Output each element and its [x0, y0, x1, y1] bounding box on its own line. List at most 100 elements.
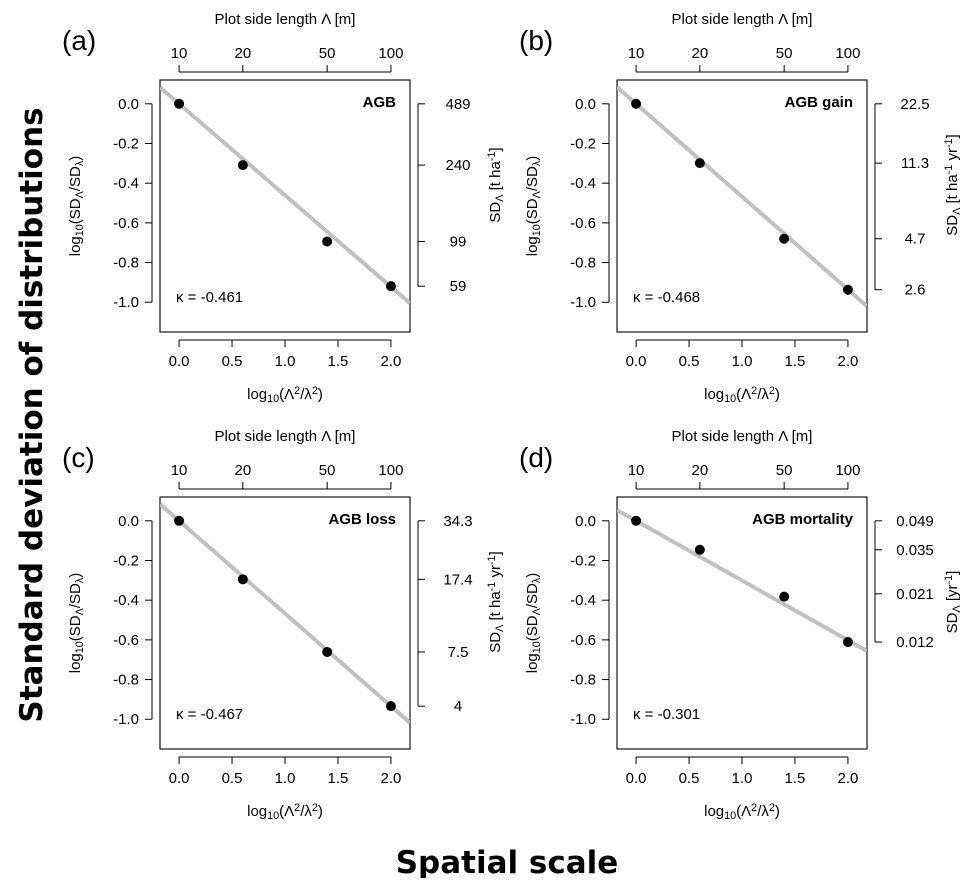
x-tick-label: 0.5 — [222, 770, 243, 787]
x-tick-label: 0.5 — [222, 353, 243, 370]
top-axis-label: Plot side length Λ [m] — [672, 428, 813, 445]
y-tick-label: -1.0 — [113, 711, 139, 728]
kappa-label: κ = -0.461 — [176, 289, 243, 306]
plot-frame — [159, 79, 411, 333]
y-axis-label: log10(SDΛ/SDλ) — [67, 156, 86, 257]
top-tick-label: 50 — [776, 462, 793, 479]
data-point — [237, 160, 248, 171]
y-tick-label: -0.4 — [113, 175, 139, 192]
y-tick-label: -0.4 — [570, 175, 596, 192]
top-tick-label: 20 — [692, 462, 709, 479]
kappa-label: κ = -0.467 — [176, 706, 243, 723]
right-axis-label: SDΛ [t ha-1 yr-1] — [943, 134, 963, 235]
data-point — [779, 591, 790, 602]
y-tick-label: -0.8 — [113, 255, 139, 272]
x-tick-label: 2.0 — [381, 353, 402, 370]
x-axis-label: log10(Λ2/λ2) — [247, 385, 323, 405]
x-tick-label: 2.0 — [838, 770, 859, 787]
panel-letter: (c) — [62, 442, 95, 473]
top-tick-label: 100 — [378, 45, 403, 62]
x-tick-label: 0.0 — [626, 353, 647, 370]
data-point — [631, 515, 642, 526]
x-tick-label: 2.0 — [381, 770, 402, 787]
right-axis-label: SDΛ [t ha-1] — [486, 147, 506, 222]
top-tick-label: 100 — [835, 462, 860, 479]
y-tick-label: -0.6 — [570, 215, 596, 232]
right-axis-label: SDΛ [yr-1] — [943, 571, 963, 634]
data-point — [322, 646, 333, 657]
panel-title: AGB gain — [785, 94, 853, 111]
panel-title: AGB mortality — [752, 511, 854, 528]
right-tick-label: 34.3 — [443, 513, 472, 530]
data-point — [237, 574, 248, 585]
y-tick-label: 0.0 — [575, 513, 596, 530]
chart-panel: 0.0 0.5 1.0 1.5 2.0 log10(Λ2/λ2) 0.0 -0.2 -0.4 -0… — [62, 11, 506, 405]
x-tick-label: 1.0 — [275, 353, 296, 370]
x-tick-label: 0.0 — [169, 353, 190, 370]
data-point — [694, 544, 705, 555]
data-point — [694, 158, 705, 169]
top-axis-label: Plot side length Λ [m] — [215, 428, 356, 445]
y-tick-label: -0.4 — [570, 592, 596, 609]
top-tick-label: 50 — [776, 45, 793, 62]
right-tick-label: 0.012 — [896, 634, 934, 651]
x-tick-label: 1.5 — [785, 353, 806, 370]
y-tick-label: 0.0 — [118, 96, 139, 113]
chart-panel: 0.0 0.5 1.0 1.5 2.0 log10(Λ2/λ2) 0.0 -0.2 -0.4 -0… — [519, 11, 963, 405]
top-axis-label: Plot side length Λ [m] — [215, 11, 356, 28]
right-tick-label: 17.4 — [443, 571, 472, 588]
panel-title: AGB — [363, 94, 397, 111]
data-point — [174, 98, 185, 109]
x-tick-label: 1.0 — [732, 770, 753, 787]
y-axis-label: log10(SDΛ/SDλ) — [524, 156, 543, 257]
right-tick-label: 0.035 — [896, 542, 934, 559]
right-axis-label: SDΛ [t ha-1 yr-1] — [486, 551, 506, 652]
top-tick-label: 50 — [319, 462, 336, 479]
y-tick-label: -0.6 — [570, 632, 596, 649]
fit-line — [617, 85, 867, 308]
y-axis-label: log10(SDΛ/SDλ) — [67, 573, 86, 674]
top-tick-label: 10 — [171, 462, 188, 479]
right-tick-label: 4 — [454, 698, 462, 715]
y-tick-label: -1.0 — [570, 294, 596, 311]
data-point — [842, 284, 853, 295]
y-tick-label: -0.4 — [113, 592, 139, 609]
kappa-label: κ = -0.301 — [633, 706, 700, 723]
y-tick-label: -0.6 — [113, 215, 139, 232]
y-axis-super-label: Standard deviation of distributions — [14, 107, 50, 722]
top-tick-label: 10 — [171, 45, 188, 62]
x-tick-label: 2.0 — [838, 353, 859, 370]
y-tick-label: -1.0 — [570, 711, 596, 728]
y-tick-label: -0.8 — [570, 255, 596, 272]
top-axis-label: Plot side length Λ [m] — [672, 11, 813, 28]
x-tick-label: 0.0 — [169, 770, 190, 787]
data-point — [631, 98, 642, 109]
x-tick-label: 1.5 — [785, 770, 806, 787]
y-tick-label: -0.8 — [113, 672, 139, 689]
y-tick-label: -0.6 — [113, 632, 139, 649]
right-tick-label: 22.5 — [900, 96, 929, 113]
x-tick-label: 1.5 — [328, 353, 349, 370]
plot-frame — [159, 496, 411, 750]
y-tick-label: -0.2 — [113, 135, 139, 152]
panel-letter: (d) — [519, 442, 553, 473]
data-point — [174, 515, 185, 526]
right-tick-label: 99 — [450, 234, 467, 251]
plot-frame — [616, 79, 868, 333]
top-tick-label: 100 — [835, 45, 860, 62]
x-axis-super-label: Spatial scale — [396, 845, 619, 878]
right-tick-label: 489 — [445, 96, 470, 113]
data-point — [779, 233, 790, 244]
panel-letter: (b) — [519, 25, 553, 56]
top-tick-label: 10 — [628, 45, 645, 62]
y-tick-label: -0.8 — [570, 672, 596, 689]
chart-panel: 0.0 0.5 1.0 1.5 2.0 log10(Λ2/λ2) 0.0 -0.2 -0.4 -0… — [62, 428, 506, 822]
x-axis-label: log10(Λ2/λ2) — [247, 802, 323, 822]
right-tick-label: 59 — [450, 278, 467, 295]
top-tick-label: 10 — [628, 462, 645, 479]
x-axis-label: log10(Λ2/λ2) — [704, 385, 780, 405]
y-tick-label: 0.0 — [118, 513, 139, 530]
y-tick-label: 0.0 — [575, 96, 596, 113]
data-point — [842, 637, 853, 648]
